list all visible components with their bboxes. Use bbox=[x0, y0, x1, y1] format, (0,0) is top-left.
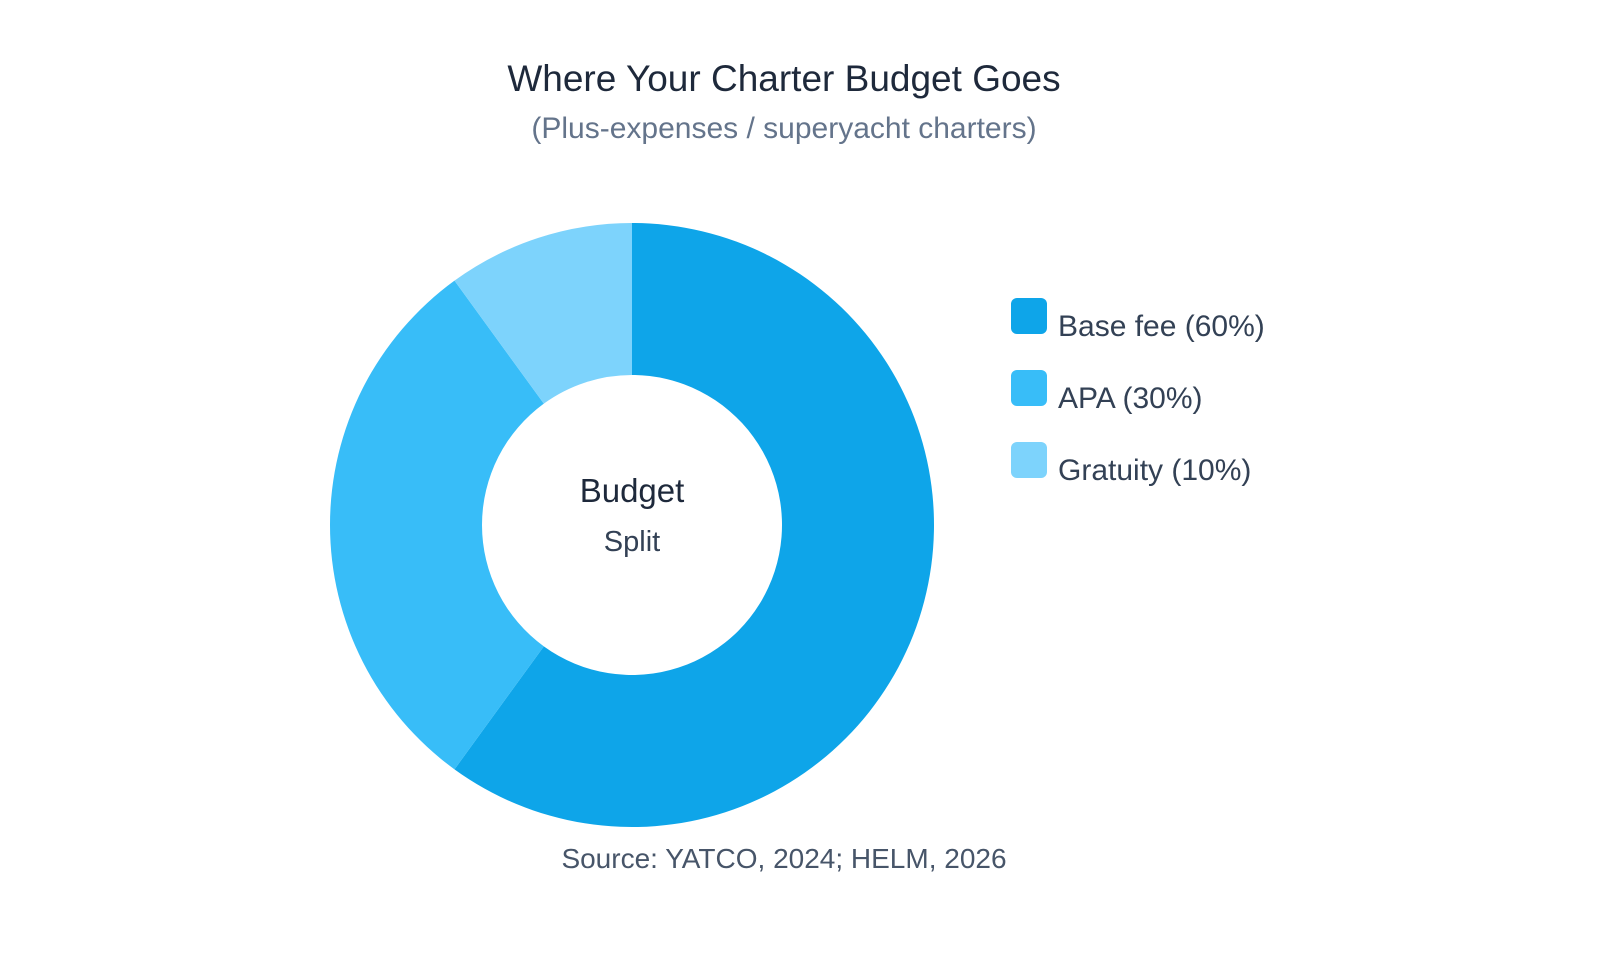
legend-label: Base fee (60%) bbox=[1058, 310, 1265, 343]
center-label-subtitle: Split bbox=[604, 526, 660, 558]
legend-swatch bbox=[1011, 370, 1047, 406]
donut-slice-base-fee bbox=[454, 223, 934, 827]
legend-label: APA (30%) bbox=[1058, 382, 1203, 415]
source-note: Source: YATCO, 2024; HELM, 2026 bbox=[561, 843, 1007, 874]
legend-swatch bbox=[1011, 442, 1047, 478]
chart-title: Where Your Charter Budget Goes bbox=[507, 58, 1061, 99]
legend-swatch bbox=[1011, 298, 1047, 334]
legend-label: Gratuity (10%) bbox=[1058, 454, 1252, 487]
center-label-title: Budget bbox=[580, 472, 685, 509]
donut-slice-gratuity bbox=[454, 223, 632, 404]
donut-slice-apa bbox=[330, 280, 544, 770]
chart-subtitle: (Plus-expenses / superyacht charters) bbox=[531, 112, 1037, 145]
